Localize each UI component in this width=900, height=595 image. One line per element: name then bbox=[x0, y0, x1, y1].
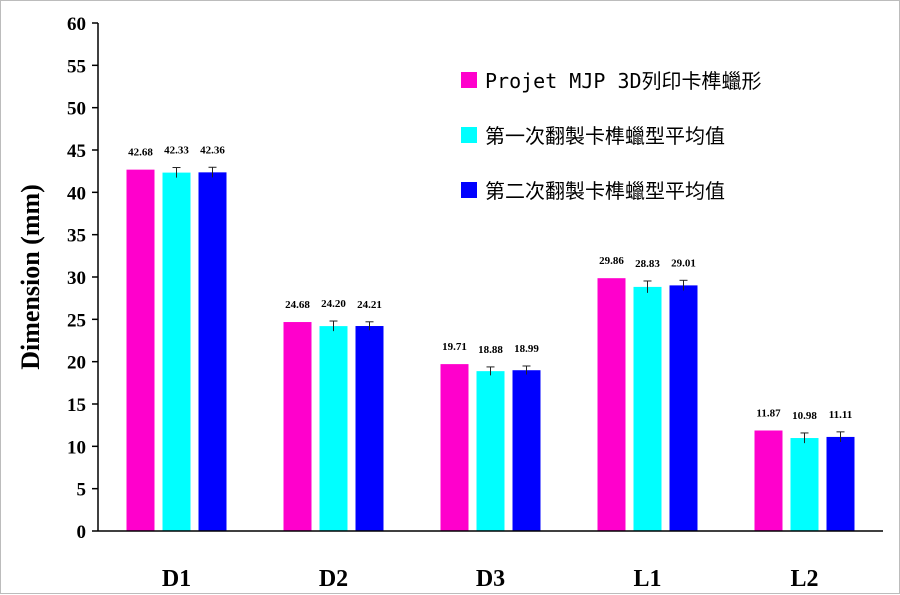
bar bbox=[754, 430, 783, 531]
legend-label: Projet MJP 3D列印卡榫蠟形 bbox=[485, 69, 762, 93]
data-label: 11.87 bbox=[756, 408, 781, 420]
bar bbox=[198, 172, 227, 532]
data-label: 29.01 bbox=[671, 257, 696, 269]
data-label: 18.88 bbox=[478, 344, 503, 356]
x-category-label: D1 bbox=[162, 566, 191, 592]
y-tick-label: 20 bbox=[67, 353, 86, 374]
y-tick-label: 45 bbox=[67, 141, 86, 162]
y-tick-label: 0 bbox=[77, 522, 87, 543]
data-label: 11.11 bbox=[829, 409, 853, 421]
x-category-label: D3 bbox=[476, 566, 505, 592]
bar bbox=[512, 370, 541, 531]
y-tick-label: 60 bbox=[67, 14, 86, 35]
data-label: 42.68 bbox=[128, 147, 153, 159]
y-tick-label: 25 bbox=[67, 310, 86, 331]
data-label: 24.20 bbox=[321, 298, 346, 310]
bar bbox=[826, 436, 855, 531]
data-label: 19.71 bbox=[442, 341, 467, 353]
data-label: 29.86 bbox=[599, 255, 624, 267]
legend-swatch bbox=[461, 127, 477, 143]
y-tick-label: 30 bbox=[67, 268, 86, 289]
data-label: 28.83 bbox=[635, 258, 660, 270]
bar bbox=[633, 286, 662, 531]
x-category-label: L2 bbox=[790, 566, 818, 592]
bar bbox=[162, 172, 191, 531]
legend-label: 第一次翻製卡榫蠟型平均值 bbox=[485, 124, 725, 148]
bar bbox=[283, 322, 312, 531]
legend: Projet MJP 3D列印卡榫蠟形第一次翻製卡榫蠟型平均值第二次翻製卡榫蠟型… bbox=[461, 69, 762, 203]
y-tick-label: 40 bbox=[67, 183, 86, 204]
x-category-label: D2 bbox=[319, 566, 348, 592]
legend-swatch bbox=[461, 72, 477, 88]
x-category-label: L1 bbox=[633, 566, 661, 592]
bar bbox=[669, 285, 698, 531]
bar bbox=[597, 278, 626, 531]
data-label: 24.68 bbox=[285, 299, 310, 311]
y-tick-label: 15 bbox=[67, 395, 86, 416]
bar bbox=[126, 169, 155, 531]
y-tick-label: 5 bbox=[77, 480, 87, 501]
bar bbox=[355, 326, 384, 531]
legend-swatch bbox=[461, 182, 477, 198]
legend-label: 第二次翻製卡榫蠟型平均值 bbox=[485, 179, 725, 203]
y-axis-title: Dimension (mm) bbox=[16, 184, 45, 370]
bar bbox=[319, 326, 348, 531]
y-tick-label: 10 bbox=[67, 437, 86, 458]
bar bbox=[476, 371, 505, 531]
data-label: 42.36 bbox=[200, 144, 225, 156]
data-label: 24.21 bbox=[357, 299, 382, 311]
data-label: 18.99 bbox=[514, 343, 539, 355]
y-tick-label: 55 bbox=[67, 56, 86, 77]
bar bbox=[440, 364, 469, 531]
bar bbox=[790, 438, 819, 531]
data-label: 42.33 bbox=[164, 145, 189, 157]
data-label: 10.98 bbox=[792, 410, 817, 422]
y-tick-label: 35 bbox=[67, 226, 86, 247]
y-tick-label: 50 bbox=[67, 99, 86, 120]
